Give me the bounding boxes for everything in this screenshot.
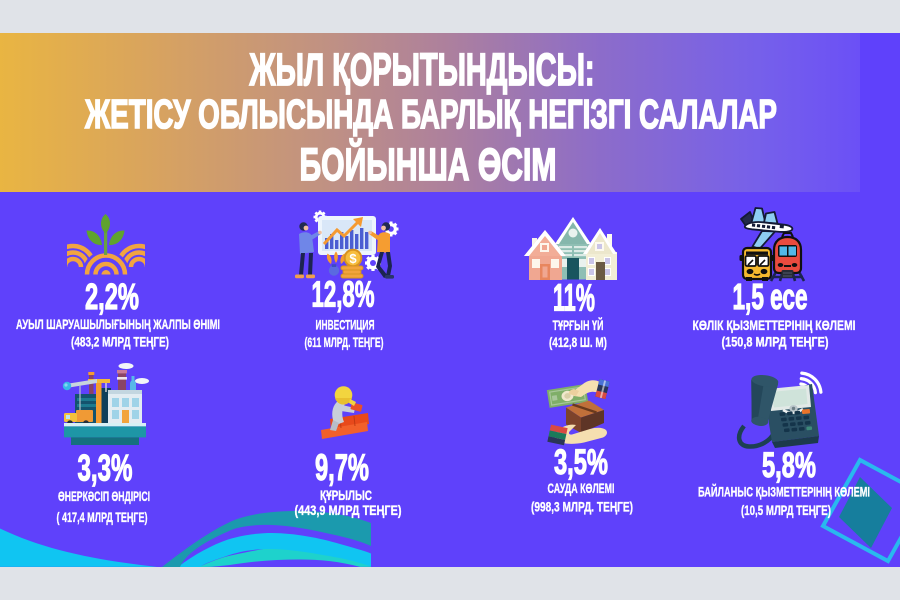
svg-text:ТҰРҒЫН ҮЙ: ТҰРҒЫН ҮЙ	[553, 316, 604, 333]
svg-text:(443,9 МЛРД ТЕҢГЕ): (443,9 МЛРД ТЕҢГЕ)	[295, 502, 402, 518]
svg-text:(998,3 МЛРД. ТЕҢГЕ): (998,3 МЛРД. ТЕҢГЕ)	[531, 499, 633, 515]
svg-text:3,5%: 3,5%	[554, 443, 608, 482]
svg-text:ИНВЕСТИЦИЯ: ИНВЕСТИЦИЯ	[316, 317, 375, 333]
svg-text:1,5 есе: 1,5 есе	[733, 276, 808, 317]
svg-text:2,2%: 2,2%	[85, 276, 139, 317]
svg-text:ӨНЕРКӘСІП ӨНДІРІСІ: ӨНЕРКӘСІП ӨНДІРІСІ	[58, 488, 150, 504]
svg-text:(412,8 Ш. М): (412,8 Ш. М)	[549, 334, 607, 350]
svg-text:(483,2 МЛРД ТЕҢГЕ): (483,2 МЛРД ТЕҢГЕ)	[71, 334, 169, 350]
svg-text:БАЙЛАНЫС ҚЫЗМЕТТЕРІНІҢ КӨЛЕМІ: БАЙЛАНЫС ҚЫЗМЕТТЕРІНІҢ КӨЛЕМІ	[698, 483, 870, 500]
svg-text:(611 МЛРД. ТЕҢГЕ): (611 МЛРД. ТЕҢГЕ)	[305, 334, 384, 350]
svg-text:9,7%: 9,7%	[315, 447, 369, 488]
svg-text:ЖЕТІСУ ОБЛЫСЫНДА БАРЛЫҚ НЕГІЗГ: ЖЕТІСУ ОБЛЫСЫНДА БАРЛЫҚ НЕГІЗГІ САЛАЛАР	[84, 91, 777, 137]
svg-text:3,3%: 3,3%	[78, 448, 133, 489]
svg-text:( 417,4 МЛРД ТЕҢГЕ): ( 417,4 МЛРД ТЕҢГЕ)	[57, 509, 148, 525]
svg-text:11%: 11%	[553, 278, 595, 320]
svg-text:ЖЫЛ ҚОРЫТЫНДЫСЫ:: ЖЫЛ ҚОРЫТЫНДЫСЫ:	[249, 44, 595, 95]
svg-text:(10,5 МЛРД ТЕҢГЕ): (10,5 МЛРД ТЕҢГЕ)	[741, 502, 831, 518]
svg-text:ҚҰРЫЛЫС: ҚҰРЫЛЫС	[320, 487, 372, 503]
svg-text:5,8%: 5,8%	[762, 446, 816, 485]
svg-text:БОЙЫНША ӨСІМ: БОЙЫНША ӨСІМ	[300, 139, 557, 190]
svg-text:САУДА КӨЛЕМІ: САУДА КӨЛЕМІ	[548, 480, 615, 496]
svg-text:КӨЛІК ҚЫЗМЕТТЕРІНІҢ КӨЛЕМІ: КӨЛІК ҚЫЗМЕТТЕРІНІҢ КӨЛЕМІ	[693, 317, 856, 333]
svg-text:$: $	[349, 251, 357, 266]
svg-text:АУЫЛ ШАРУАШЫЛЫҒЫНЫҢ ЖАЛПЫ ӨНІМ: АУЫЛ ШАРУАШЫЛЫҒЫНЫҢ ЖАЛПЫ ӨНІМІ	[16, 316, 220, 332]
svg-text:(150,8 МЛРД ТЕҢГЕ): (150,8 МЛРД ТЕҢГЕ)	[722, 334, 829, 350]
svg-text:12,8%: 12,8%	[312, 274, 375, 315]
